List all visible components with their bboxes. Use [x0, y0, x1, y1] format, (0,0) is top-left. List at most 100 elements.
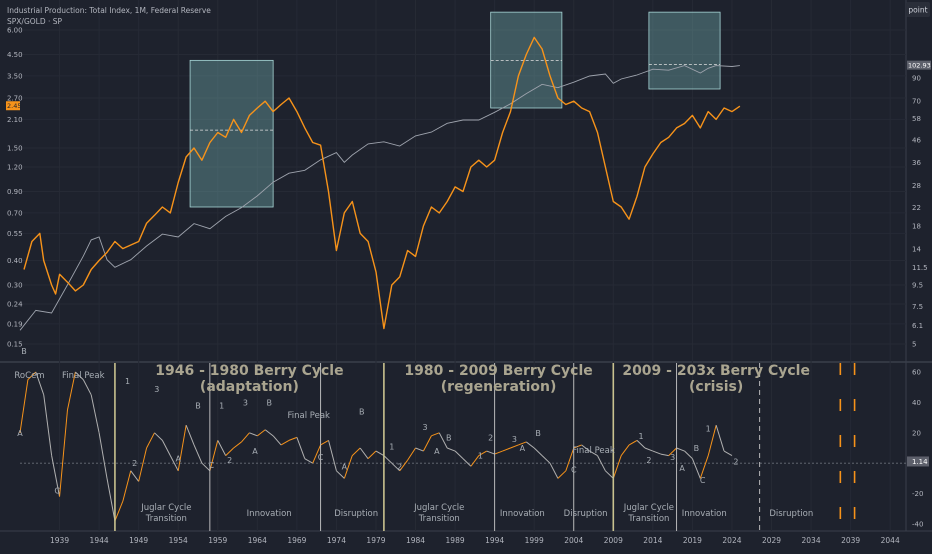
oscillator-segment: [169, 455, 179, 472]
oscillator-segment: [518, 441, 527, 446]
point-button[interactable]: [906, 2, 930, 17]
wave-label: 2: [132, 459, 137, 468]
oscillator-segment: [98, 432, 108, 479]
oscillator-segment: [312, 444, 322, 464]
wave-label: C: [571, 465, 577, 474]
wave-label: 3: [670, 453, 675, 462]
oscillator-segment: [328, 440, 337, 471]
right-axis-tick-label: 46: [912, 136, 921, 144]
oscillator-segment: [185, 425, 195, 446]
oscillator-axis-tick-label: -20: [912, 490, 923, 498]
oscillator-axis-tick-label: 20: [912, 429, 921, 437]
x-axis-tick-label: 2009: [604, 536, 623, 545]
wave-label: B: [266, 398, 272, 407]
oscillator-segment: [454, 450, 464, 460]
left-axis-tick-label: 4.50: [7, 51, 23, 59]
oscillator-segment: [201, 462, 211, 472]
oscillator-value-badge: [907, 456, 929, 467]
phase-label: Disruption: [334, 509, 378, 519]
right-axis-tick-label: 18: [912, 223, 921, 231]
oscillator-segment: [423, 435, 432, 452]
oscillator-segment: [264, 429, 274, 437]
spx-gold-value-badge: [6, 101, 20, 111]
oscillator-segment: [431, 432, 440, 437]
oscillator-segment: [541, 455, 551, 464]
oscillator-segment: [676, 447, 685, 452]
wave-label: 1: [125, 377, 130, 386]
oscillator-segment: [43, 394, 53, 456]
wave-label: A: [342, 462, 348, 471]
left-axis-tick-label: 0.30: [7, 281, 23, 289]
wave-label: A: [520, 444, 526, 453]
axis-layer: 6.00 4.50 3.50 2.70 2.10 1.50 1.20 0.90 0.70 0.55…: [6, 27, 931, 545]
right-axis-tick-label: 9.5: [912, 281, 923, 289]
right-axis-tick-label: 58: [912, 115, 921, 123]
oscillator-segment: [470, 455, 480, 467]
oscillator-segment: [510, 444, 519, 449]
right-axis-tick-label: 22: [912, 204, 921, 212]
oscillator-axis-tick-label: 40: [912, 399, 921, 407]
x-axis-tick-label: 1959: [208, 536, 227, 545]
wave-label: A: [434, 447, 440, 456]
oscillator-axis-tick-label: -40: [912, 521, 923, 529]
wave-label: A: [252, 447, 258, 456]
oscillator-segment: [684, 450, 693, 460]
oscillator-segment: [106, 478, 116, 522]
legend-spx-gold: SPX/GOLD · SP: [7, 17, 63, 26]
oscillator-segment: [304, 458, 313, 464]
oscillator-segment: [391, 462, 401, 472]
oscillator-segment: [407, 447, 416, 461]
oscillator-segment: [130, 470, 140, 482]
left-axis-tick-label: 0.70: [7, 209, 23, 217]
oscillator-segment: [217, 440, 227, 456]
spx-gold-line: [23, 36, 741, 330]
phase-label: Innovation: [247, 509, 292, 519]
oscillator-segment: [715, 425, 725, 452]
x-axis-tick-label: 2024: [722, 536, 741, 545]
phase-label: Disruption: [769, 509, 813, 519]
oscillator-segment: [652, 450, 661, 455]
x-axis-tick-label: 2019: [683, 536, 702, 545]
oscillator-segment: [462, 458, 472, 467]
oscillator-segment: [296, 437, 306, 459]
wave-label: 1: [638, 432, 643, 441]
left-axis-tick-label: 0.15: [7, 341, 23, 349]
cycle-title: 1980 - 2009 Berry Cycle: [404, 363, 592, 379]
phase-label: RoCem: [14, 371, 44, 381]
phase-label: Transition: [145, 514, 187, 524]
oscillator-segment: [288, 436, 298, 441]
oscillator-segment: [597, 455, 606, 472]
phase-label: Juglar Cycle: [413, 503, 464, 513]
oscillator-segment: [691, 458, 701, 479]
oscillator-segment: [383, 455, 393, 464]
right-axis-tick-label: 28: [912, 182, 921, 190]
right-axis-tick-label: 11.5: [912, 264, 928, 272]
wave-label: C: [54, 487, 60, 496]
right-axis-tick-label: 6.1: [912, 322, 923, 330]
oscillator-segment: [367, 450, 377, 460]
x-axis-tick-label: 1999: [525, 536, 544, 545]
highlight-box: [189, 59, 274, 208]
oscillator-segment: [399, 459, 409, 472]
wave-label: B: [195, 401, 201, 410]
left-axis-tick-label: 0.90: [7, 188, 23, 196]
x-axis-tick-label: 1939: [50, 536, 69, 545]
x-axis-tick-label: 1969: [287, 536, 306, 545]
oscillator-segment: [668, 447, 677, 456]
oscillator-segment: [478, 450, 487, 457]
x-axis-tick-label: 1984: [406, 536, 425, 545]
phase-label: Transition: [627, 514, 669, 524]
wave-label: B: [446, 433, 452, 442]
highlight-box-layer: [189, 11, 721, 208]
right-axis-tick-label: 70: [912, 98, 921, 106]
oscillator-segment: [66, 371, 76, 411]
oscillator-segment: [209, 440, 219, 471]
oscillator-value-label: 1.14: [912, 458, 928, 466]
oscillator-segment: [114, 501, 124, 522]
oscillator-segment: [90, 394, 100, 433]
oscillator-segment: [723, 450, 733, 457]
phase-label: Final Peak: [572, 446, 615, 456]
oscillator-segment: [51, 455, 61, 497]
